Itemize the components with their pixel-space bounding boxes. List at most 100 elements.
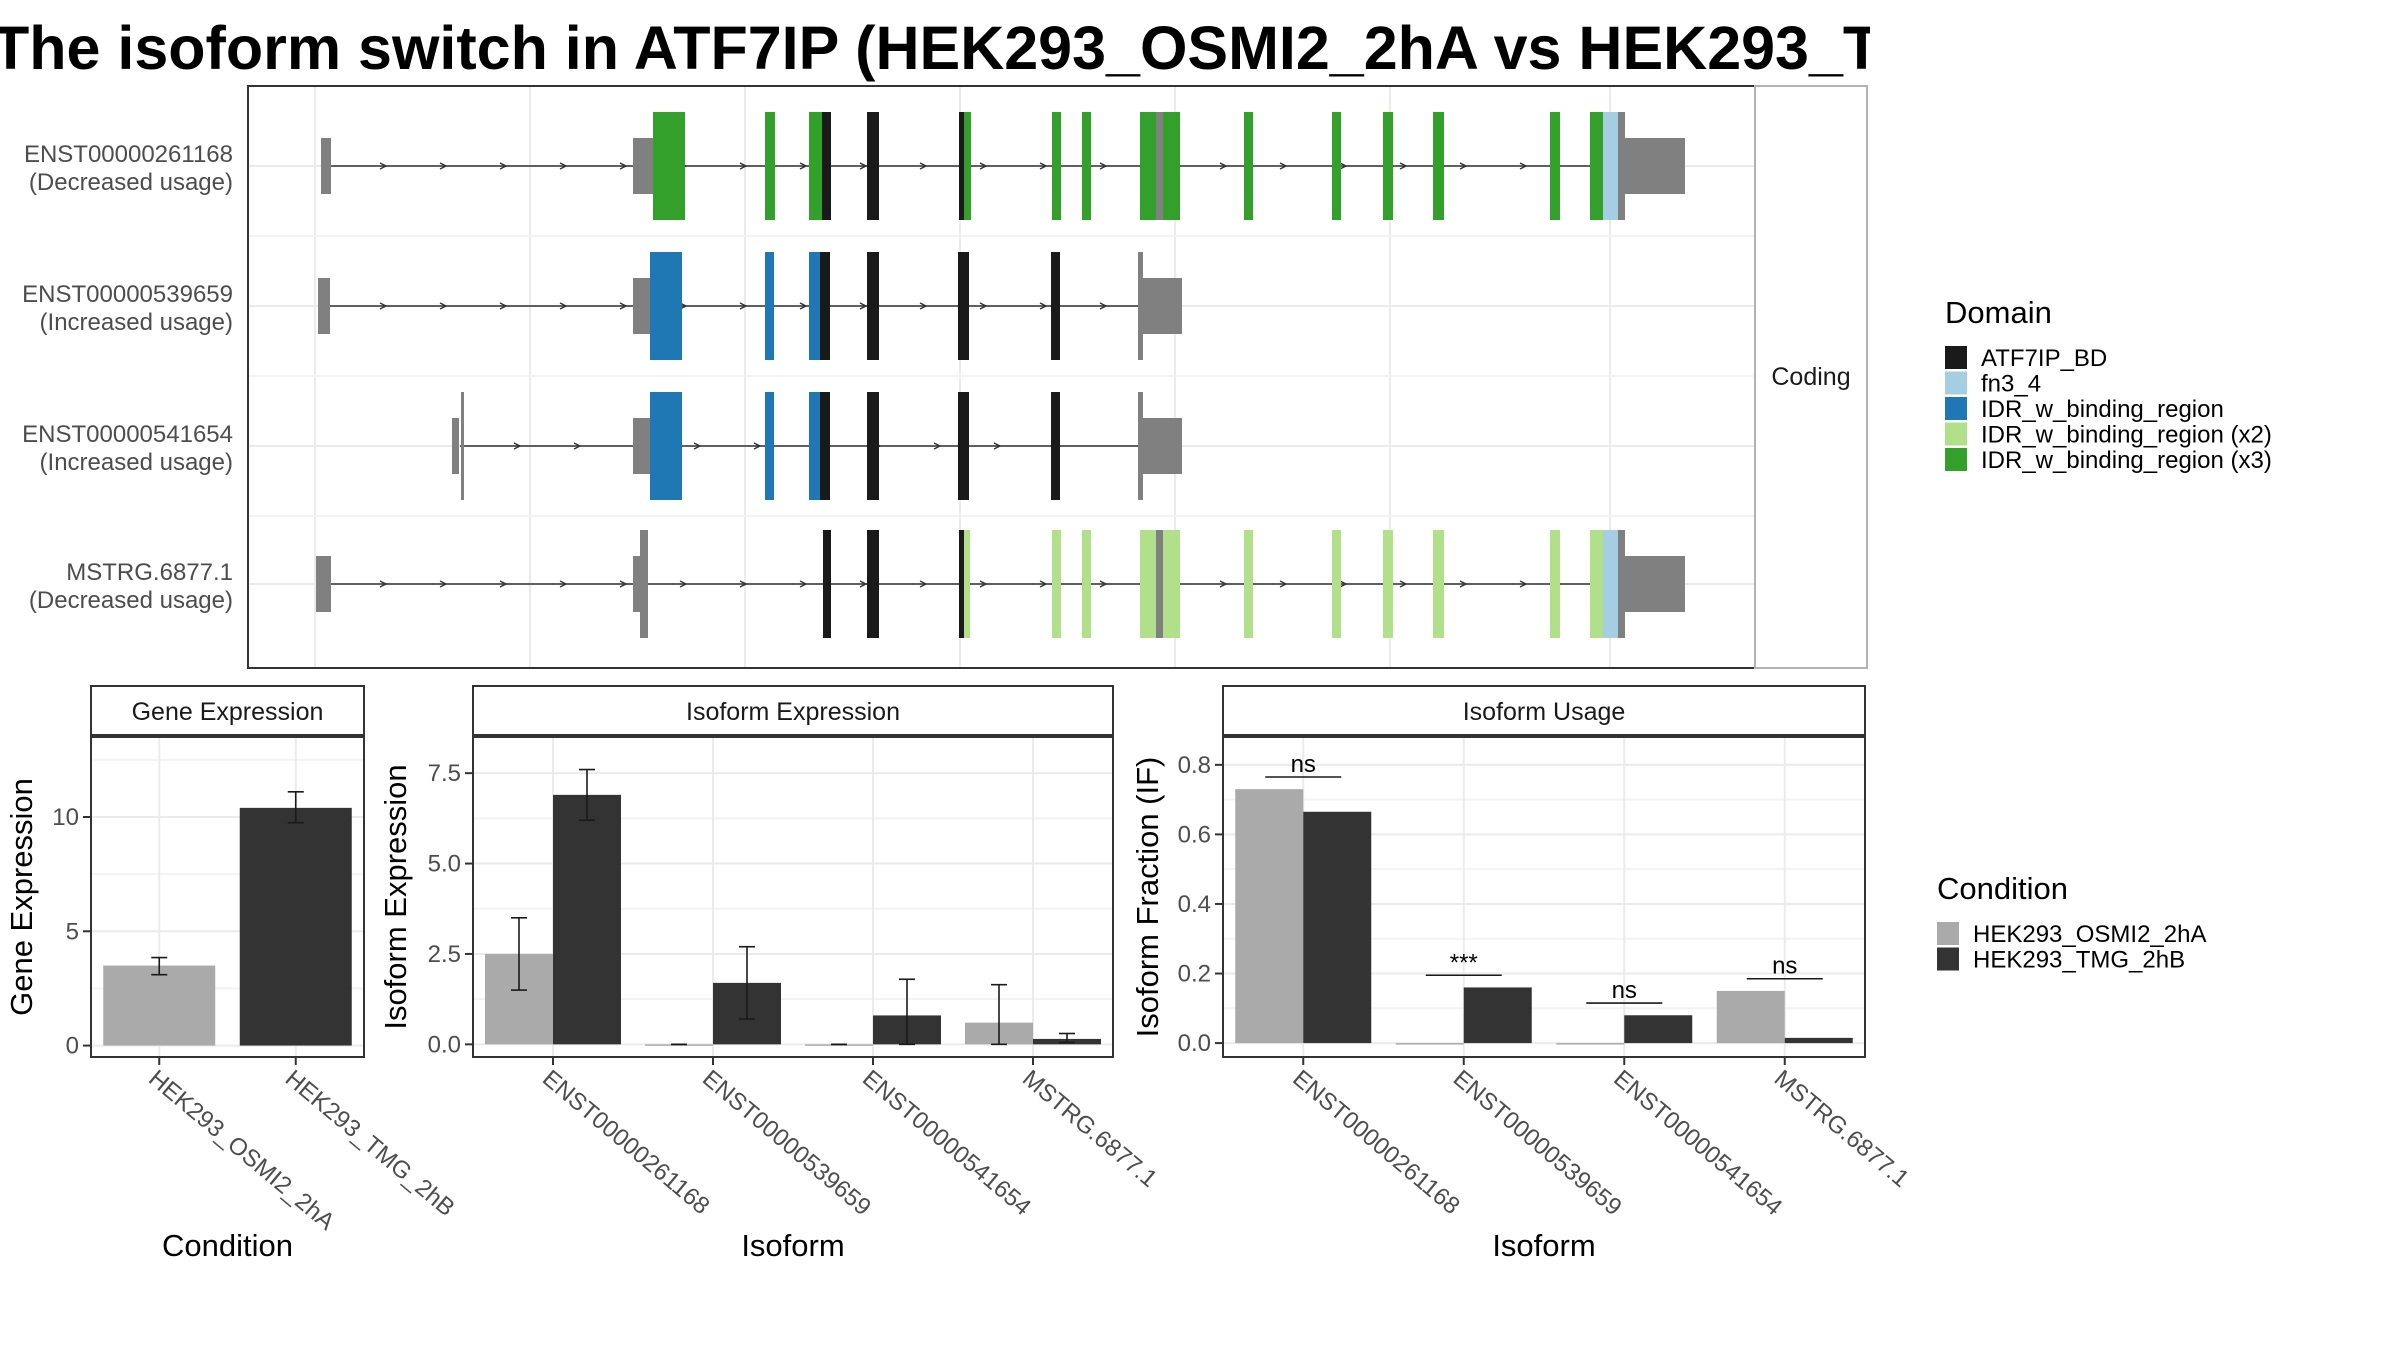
exon-block — [1244, 112, 1253, 220]
intron-arrow — [859, 580, 868, 588]
exon-block — [1156, 112, 1163, 220]
y-tick-label: 0 — [66, 1033, 79, 1060]
intron-arrow — [1339, 162, 1348, 170]
intron-arrow — [439, 580, 448, 588]
exon-block — [958, 252, 969, 360]
intron-arrow — [1039, 580, 1048, 588]
intron-arrow — [693, 442, 702, 450]
exon-block — [867, 530, 879, 638]
exon-block — [1163, 112, 1180, 220]
exon-block — [1244, 530, 1253, 638]
significance-label: ns — [1612, 977, 1637, 1004]
x-axis-title: Isoform — [741, 1228, 844, 1263]
panel-border — [1222, 736, 1866, 1058]
panel-border — [90, 736, 365, 1058]
exon-block — [633, 556, 640, 612]
panel-border — [472, 736, 1114, 1058]
x-tick-label: ENST00000539659 — [1448, 1065, 1627, 1221]
intron-arrow — [739, 302, 748, 310]
y-tick-label: 0.0 — [428, 1031, 461, 1058]
intron-arrow — [379, 162, 388, 170]
exon-block — [1138, 392, 1143, 500]
intron-arrow — [933, 442, 942, 450]
transcript-id-label: ENST00000261168 — [24, 141, 233, 168]
bar — [1463, 987, 1532, 1044]
intron-arrow — [799, 580, 808, 588]
exon-block — [452, 418, 459, 474]
exon-block — [964, 530, 970, 638]
intron-arrow — [513, 442, 522, 450]
exon-block — [959, 530, 964, 638]
y-tick-label: 0.6 — [1178, 821, 1211, 848]
exon-block — [1082, 112, 1091, 220]
y-tick-label: 7.5 — [428, 760, 461, 787]
intron-arrow — [1399, 580, 1408, 588]
condition-legend-label: HEK293_OSMI2_2hA — [1973, 921, 2206, 948]
x-tick-label: ENST00000541654 — [1608, 1065, 1787, 1221]
intron-arrow — [1399, 162, 1408, 170]
exon-block — [633, 278, 650, 334]
exon-block — [653, 112, 685, 220]
exon-block — [1143, 418, 1182, 474]
exon-block — [1383, 112, 1393, 220]
x-tick-label: ENST00000539659 — [697, 1065, 876, 1221]
x-axis-title: Isoform — [1492, 1228, 1595, 1263]
exon-block — [1618, 112, 1625, 220]
exon-block — [820, 252, 830, 360]
x-tick-label: ENST00000261168 — [537, 1065, 715, 1220]
exon-block — [640, 530, 648, 638]
y-tick-label: 0.0 — [1178, 1030, 1211, 1057]
exon-block — [321, 138, 331, 194]
transcript-usage-label: (Increased usage) — [40, 309, 233, 336]
x-tick-label: ENST00000261168 — [1287, 1065, 1465, 1220]
exon-block — [1163, 530, 1180, 638]
intron-arrow — [379, 302, 388, 310]
exon-block — [1332, 530, 1341, 638]
exon-block — [633, 138, 653, 194]
exon-block — [1550, 530, 1560, 638]
exon-block — [765, 112, 775, 220]
y-tick-label: 0.2 — [1178, 961, 1211, 988]
exon-block — [809, 112, 822, 220]
exon-block — [809, 252, 820, 360]
y-tick-label: 2.5 — [428, 941, 461, 968]
x-axis-title: Condition — [162, 1228, 293, 1263]
exon-block — [1140, 112, 1156, 220]
intron-arrow — [1459, 162, 1468, 170]
intron-arrow — [1219, 162, 1228, 170]
intron-arrow — [1099, 302, 1108, 310]
transcript-usage-label: (Increased usage) — [40, 449, 233, 476]
intron-arrow — [739, 162, 748, 170]
domain-legend-swatch — [1945, 422, 1967, 446]
intron-arrow — [559, 580, 568, 588]
intron-arrow — [1099, 162, 1108, 170]
exon-block — [1051, 392, 1060, 500]
intron-arrow — [499, 302, 508, 310]
intron-arrow — [439, 302, 448, 310]
intron-arrow — [439, 162, 448, 170]
exon-block — [650, 392, 682, 500]
exon-block — [867, 252, 879, 360]
intron-arrow — [859, 302, 868, 310]
intron-arrow — [499, 162, 508, 170]
exon-block — [1332, 112, 1341, 220]
intron-arrow — [979, 580, 988, 588]
bar — [1395, 1043, 1464, 1045]
figure-title: The isoform switch in ATF7IP (HEK293_OSM… — [0, 14, 1870, 82]
exon-block — [633, 418, 650, 474]
exon-block — [964, 112, 971, 220]
intron-arrow — [859, 162, 868, 170]
exon-block — [867, 112, 879, 220]
intron-arrow — [979, 162, 988, 170]
significance-label: ns — [1772, 953, 1797, 980]
intron-arrow — [619, 162, 628, 170]
domain-legend-swatch — [1945, 371, 1967, 395]
exon-block — [1082, 530, 1091, 638]
intron-arrow — [1519, 162, 1528, 170]
transcript-id-label: MSTRG.6877.1 — [66, 559, 233, 586]
exon-block — [958, 392, 969, 500]
exon-block — [1625, 556, 1685, 612]
intron-arrow — [379, 580, 388, 588]
intron-arrow — [619, 580, 628, 588]
x-tick-label: MSTRG.6877.1 — [1769, 1065, 1914, 1193]
